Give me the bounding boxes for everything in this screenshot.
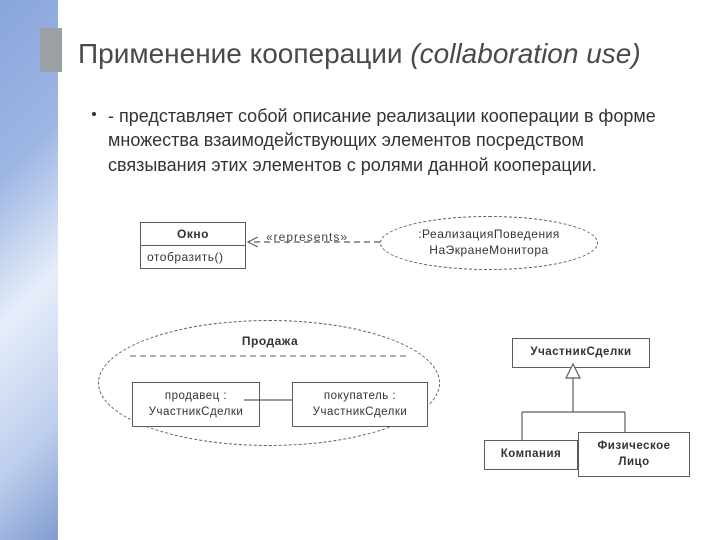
collab-prodazha-label: Продажа <box>230 334 310 348</box>
role-seller: продавец : УчастникСделки <box>132 382 260 427</box>
title-plain: Применение кооперации <box>78 38 410 69</box>
collab-realization-label: :РеализацияПоведения НаЭкранеМонитора <box>381 227 597 258</box>
stereotype-represents: «represents» <box>266 230 348 244</box>
class-company: Компания <box>484 440 578 470</box>
role-buyer: покупатель : УчастникСделки <box>292 382 428 427</box>
title-italic: (collaboration use) <box>410 38 640 69</box>
class-participant: УчастникСделки <box>512 338 650 368</box>
class-okno-name: Окно <box>141 223 245 246</box>
slide-title: Применение кооперации (collaboration use… <box>78 38 641 70</box>
bullet-text: - представляет собой описание реализации… <box>108 104 680 177</box>
bullet-content: - представляет собой описание реализации… <box>108 106 656 175</box>
sidebar-decoration <box>0 0 58 540</box>
class-person: Физическое Лицо <box>578 432 690 477</box>
class-okno-operation: отобразить() <box>141 246 245 268</box>
title-accent-block <box>40 28 62 72</box>
bullet-dot-icon <box>92 112 96 116</box>
class-okno: Окно отобразить() <box>140 222 246 269</box>
slide: Применение кооперации (collaboration use… <box>0 0 720 540</box>
collab-realization-ellipse: :РеализацияПоведения НаЭкранеМонитора <box>380 216 598 270</box>
uml-diagram: Окно отобразить() «represents» :Реализац… <box>80 216 680 516</box>
